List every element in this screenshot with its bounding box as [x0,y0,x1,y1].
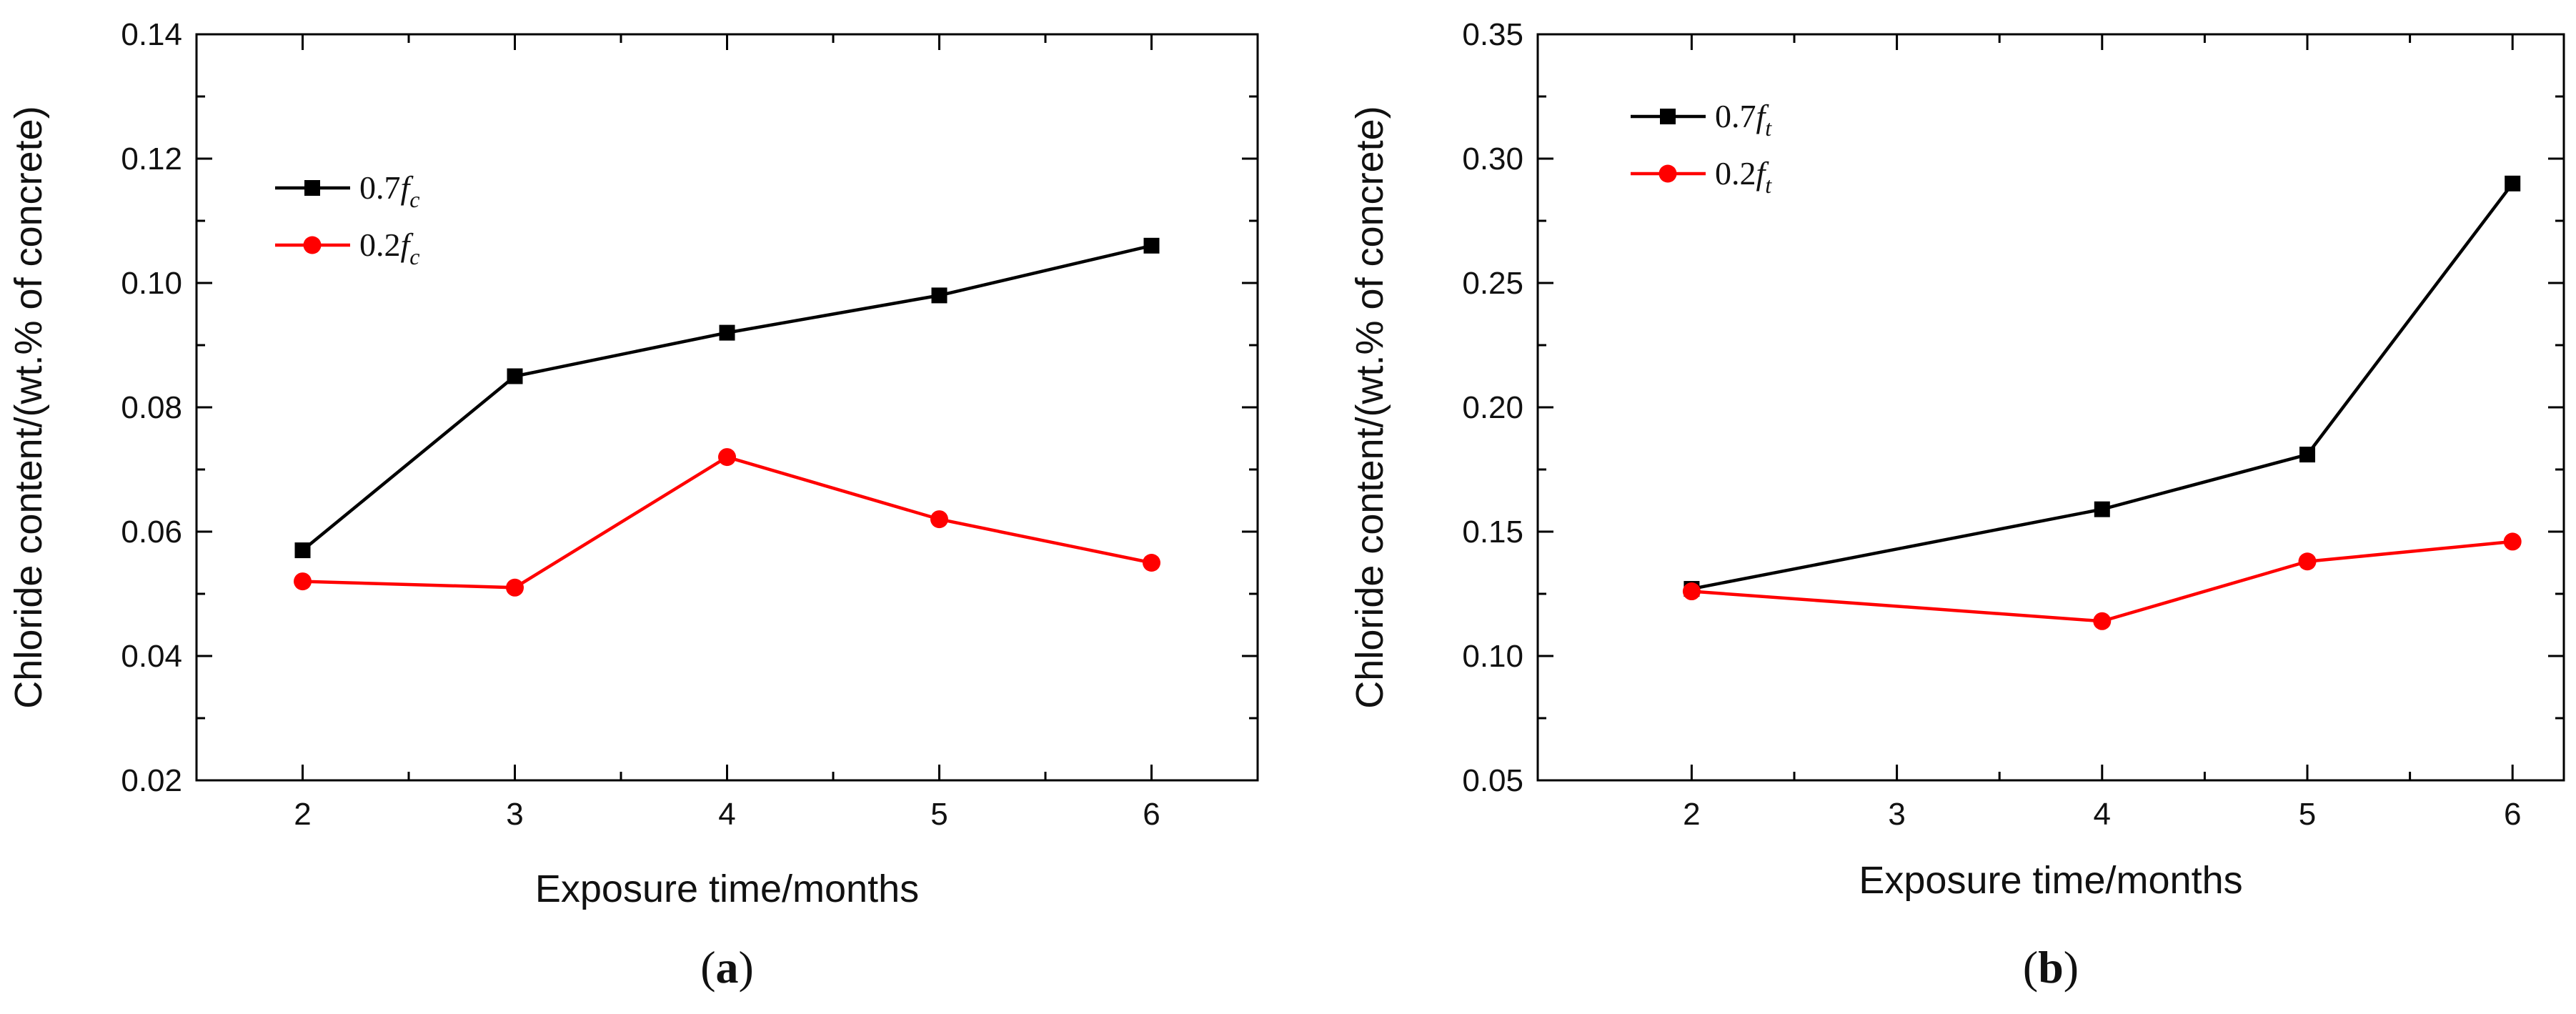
x-tick-label: 3 [1888,797,1905,832]
x-axis-title: Exposure time/months [1859,859,2242,902]
x-tick-label: 2 [294,797,311,832]
legend-label-0: 0.7fc [359,169,419,212]
data-point-square [2094,501,2110,517]
series-line-1 [1691,540,2513,623]
data-point-circle [718,448,736,467]
data-point-square [1143,237,1160,254]
y-tick-label: 0.05 [1462,763,1523,798]
x-tick-label: 4 [718,797,735,832]
legend-label-1: 0.2ft [1715,155,1772,198]
plot-frame [1536,33,2565,782]
y-tick-label: 0.35 [1462,17,1523,52]
y-axis-title: Chloride content/(wt.% of concrete) [1348,106,1391,708]
y-tick-label: 0.04 [121,639,182,674]
y-tick-label: 0.25 [1462,266,1523,301]
series-line-0 [302,244,1153,552]
data-point-circle [930,510,948,529]
y-tick-label: 0.02 [121,763,182,798]
data-point-circle [506,578,524,597]
x-tick-label: 2 [1683,797,1700,832]
x-tick-label: 5 [2299,797,2316,832]
y-tick-label: 0.06 [121,515,182,550]
data-point-square [2505,175,2521,192]
chart-panel-a: 2 3 4 5 6 0.02 0.04 0.06 0.08 0.10 0.12 0.14 Exposur… [7,17,1259,993]
legend-marker-square [304,180,320,196]
y-tick-label: 0.10 [121,266,182,301]
data-point-square [2299,447,2315,463]
legend-label-0: 0.7ft [1715,98,1772,141]
y-tick-label: 0.14 [121,17,182,52]
series-line-0 [1691,182,2514,591]
y-tick-label: 0.10 [1462,639,1523,674]
plot-frame [195,33,1259,782]
data-point-circle [2093,612,2112,630]
y-tick-label: 0.20 [1462,390,1523,425]
data-point-square [931,287,948,304]
data-point-circle [2503,532,2522,551]
legend-marker-circle [303,236,322,254]
panel-label: (a) [700,942,754,993]
series-line-1 [302,455,1152,590]
x-tick-label: 4 [2094,797,2111,832]
x-tick-label: 5 [930,797,948,832]
legend-label-1: 0.2fc [359,227,419,269]
data-point-circle [294,572,312,591]
data-point-square [507,368,523,384]
data-point-circle [1143,554,1160,572]
legend-marker-square [1660,109,1676,124]
legend-marker-circle [1659,164,1677,183]
x-axis-title: Exposure time/months [535,868,919,910]
x-tick-label: 3 [506,797,523,832]
chart-panel-b: 2 3 4 5 6 0.05 0.10 0.15 0.20 0.25 0.30 0.35 Exposur… [1348,17,2565,993]
x-tick-label: 6 [2504,797,2521,832]
y-axis-title: Chloride content/(wt.% of concrete) [7,106,50,708]
y-tick-label: 0.30 [1462,141,1523,177]
data-point-circle [2298,552,2317,571]
y-tick-label: 0.08 [121,390,182,425]
panel-label: (b) [2023,942,2079,993]
data-point-square [294,542,311,559]
y-tick-label: 0.15 [1462,515,1523,550]
data-point-square [719,324,735,341]
y-tick-label: 0.12 [121,141,182,177]
x-tick-label: 6 [1143,797,1160,832]
data-point-circle [1682,582,1701,601]
